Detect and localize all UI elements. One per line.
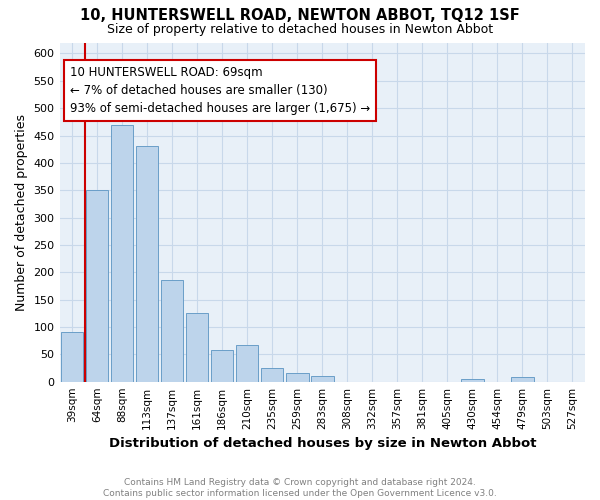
Text: Contains HM Land Registry data © Crown copyright and database right 2024.
Contai: Contains HM Land Registry data © Crown c…: [103, 478, 497, 498]
Bar: [261, 368, 283, 382]
Bar: [186, 314, 208, 382]
X-axis label: Distribution of detached houses by size in Newton Abbot: Distribution of detached houses by size …: [109, 437, 536, 450]
Bar: [86, 190, 109, 382]
Bar: [311, 376, 334, 382]
Bar: [111, 124, 133, 382]
Bar: [511, 378, 534, 382]
Text: 10 HUNTERSWELL ROAD: 69sqm
← 7% of detached houses are smaller (130)
93% of semi: 10 HUNTERSWELL ROAD: 69sqm ← 7% of detac…: [70, 66, 370, 115]
Bar: [286, 374, 308, 382]
Bar: [61, 332, 83, 382]
Bar: [161, 280, 184, 382]
Y-axis label: Number of detached properties: Number of detached properties: [15, 114, 28, 310]
Bar: [211, 350, 233, 382]
Text: 10, HUNTERSWELL ROAD, NEWTON ABBOT, TQ12 1SF: 10, HUNTERSWELL ROAD, NEWTON ABBOT, TQ12…: [80, 8, 520, 22]
Bar: [136, 146, 158, 382]
Bar: [461, 379, 484, 382]
Bar: [236, 345, 259, 382]
Text: Size of property relative to detached houses in Newton Abbot: Size of property relative to detached ho…: [107, 22, 493, 36]
